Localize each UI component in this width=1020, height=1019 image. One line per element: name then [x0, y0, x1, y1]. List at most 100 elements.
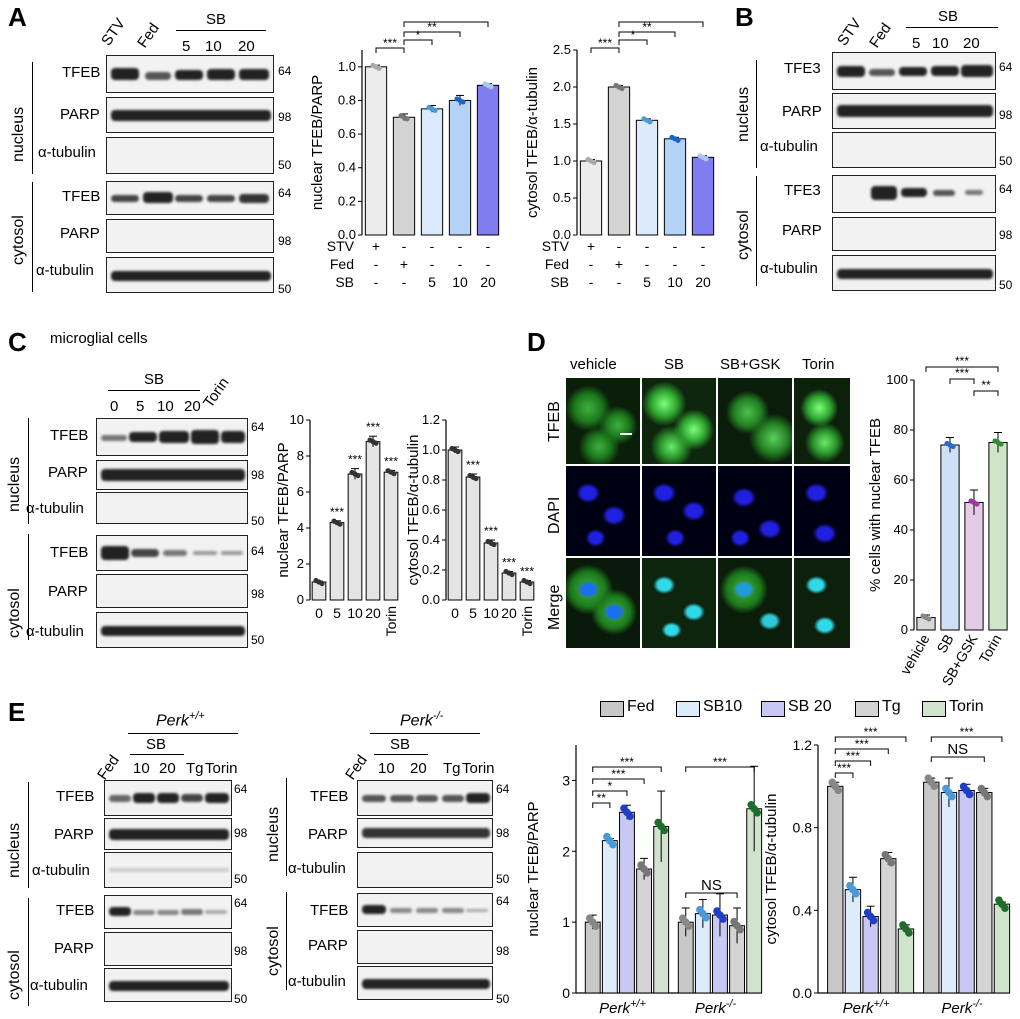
- data-point: [869, 916, 878, 925]
- lane-label: 10: [133, 760, 150, 777]
- sig-label: ***: [864, 725, 878, 739]
- bar: [988, 442, 1008, 631]
- bar: [993, 903, 1011, 994]
- treatment-cell: -: [374, 274, 379, 290]
- bracket-line: [906, 27, 998, 28]
- data-point: [432, 107, 438, 113]
- western-blot: [104, 852, 232, 888]
- data-point: [509, 571, 515, 578]
- blot-label: PARP: [308, 826, 348, 843]
- blot-label: PARP: [782, 222, 822, 239]
- treatment-row-label: Fed: [330, 256, 354, 272]
- lane-label: Fed: [94, 752, 123, 783]
- sig-label: ***: [330, 505, 344, 519]
- sig-label: ***: [466, 458, 480, 472]
- bracket-line: [32, 182, 33, 292]
- data-point: [491, 541, 497, 548]
- bar: [940, 792, 958, 994]
- blot-label: TFEB: [62, 64, 101, 81]
- western-blot: [106, 55, 274, 93]
- treatment-cell: -: [617, 274, 622, 290]
- y-tick-label: 2: [562, 843, 570, 859]
- sig-label: **: [642, 20, 652, 34]
- blot-label: PARP: [60, 225, 100, 242]
- group-label: Perk-/-: [941, 998, 983, 1017]
- y-tick-label: 0.2: [422, 562, 440, 577]
- micrograph-merge-torin: [793, 557, 851, 649]
- bar: [448, 99, 472, 236]
- western-blot: [104, 932, 232, 966]
- blot-label: PARP: [308, 937, 348, 954]
- legend-swatch: [676, 701, 700, 717]
- data-point: [460, 99, 466, 105]
- sig-bracket: [834, 748, 889, 754]
- bar: [420, 108, 444, 236]
- y-tick-label: 0.4: [338, 160, 356, 175]
- blot-label: TFE3: [784, 60, 821, 77]
- x-tick-label: 20: [365, 605, 381, 621]
- data-point: [983, 792, 992, 801]
- blot-label: PARP: [54, 826, 94, 843]
- chart-c-nuclear: 0 2 4 6 8 10 nuclear TFEB/PARP 0 *** 5 *** 10 *** 20 *…: [275, 412, 399, 636]
- treatment-cell: +: [400, 256, 408, 272]
- cytosol-label: cytosol: [10, 215, 27, 265]
- treatment-cell: -: [645, 238, 650, 254]
- data-point: [319, 580, 325, 587]
- mw-marker: 98: [251, 468, 265, 482]
- micrograph-dapi-vehicle: [565, 465, 641, 557]
- western-blot: [104, 968, 232, 1002]
- western-blot: [357, 893, 493, 927]
- cytosol-label: cytosol: [6, 950, 23, 1000]
- data-point: [626, 812, 634, 821]
- sig-label: ***: [502, 556, 516, 570]
- x-tick-label: 0: [315, 605, 323, 621]
- mw-marker: 64: [496, 894, 510, 908]
- bar: [862, 916, 879, 994]
- group-label: Perk+/+: [843, 998, 890, 1017]
- micrograph-dapi-sbgsk: [717, 465, 793, 557]
- lane-label: Torin: [200, 374, 233, 411]
- y-axis-label: cytosol TFEB/α-tubulin: [524, 67, 541, 218]
- blot-label: α-tubulin: [760, 138, 818, 155]
- western-blot: [357, 780, 493, 816]
- western-blot: [96, 418, 248, 456]
- x-tick-label: Torin: [976, 632, 1005, 666]
- treatment-cell: 20: [695, 274, 711, 290]
- bar: [976, 792, 993, 994]
- sig-label: **: [427, 20, 437, 34]
- sig-bracket: [592, 802, 611, 808]
- treatment-cell: -: [374, 256, 379, 272]
- sig-label: ***: [713, 755, 727, 769]
- y-axis-label: nuclear TFEB/PARP: [309, 75, 326, 210]
- blot-label: TFEB: [50, 427, 89, 444]
- ns-label: NS: [701, 877, 722, 894]
- y-tick-label: 1.2: [422, 412, 440, 427]
- data-point: [455, 448, 461, 455]
- micrograph-tfeb-sb: [641, 377, 717, 465]
- sig-label: ***: [611, 767, 625, 781]
- data-point: [930, 782, 939, 790]
- lane-label: SB: [146, 736, 167, 753]
- sig-label: **: [597, 791, 607, 805]
- data-point: [887, 858, 896, 867]
- bar: [635, 119, 659, 236]
- nucleus-label: nucleus: [6, 456, 23, 512]
- treatment-cell: +: [615, 256, 623, 272]
- sig-label: *: [631, 28, 636, 42]
- blot-label: TFEB: [310, 902, 349, 919]
- y-tick-label: 3: [562, 772, 570, 788]
- data-point: [660, 826, 668, 835]
- y-tick-label: 2: [297, 556, 304, 571]
- y-tick-label: 10: [290, 412, 304, 427]
- western-blot: [832, 255, 996, 291]
- blot-label: TFEB: [62, 188, 101, 205]
- treatment-cell: -: [701, 238, 706, 254]
- cytosol-label: cytosol: [6, 588, 23, 638]
- mw-marker: 98: [999, 108, 1013, 122]
- bar: [607, 86, 631, 236]
- lane-label: 10: [932, 35, 949, 52]
- bracket-line: [130, 754, 184, 755]
- data-point: [905, 929, 913, 937]
- lane-label: SB: [206, 11, 227, 28]
- lane-label: 5: [182, 38, 191, 55]
